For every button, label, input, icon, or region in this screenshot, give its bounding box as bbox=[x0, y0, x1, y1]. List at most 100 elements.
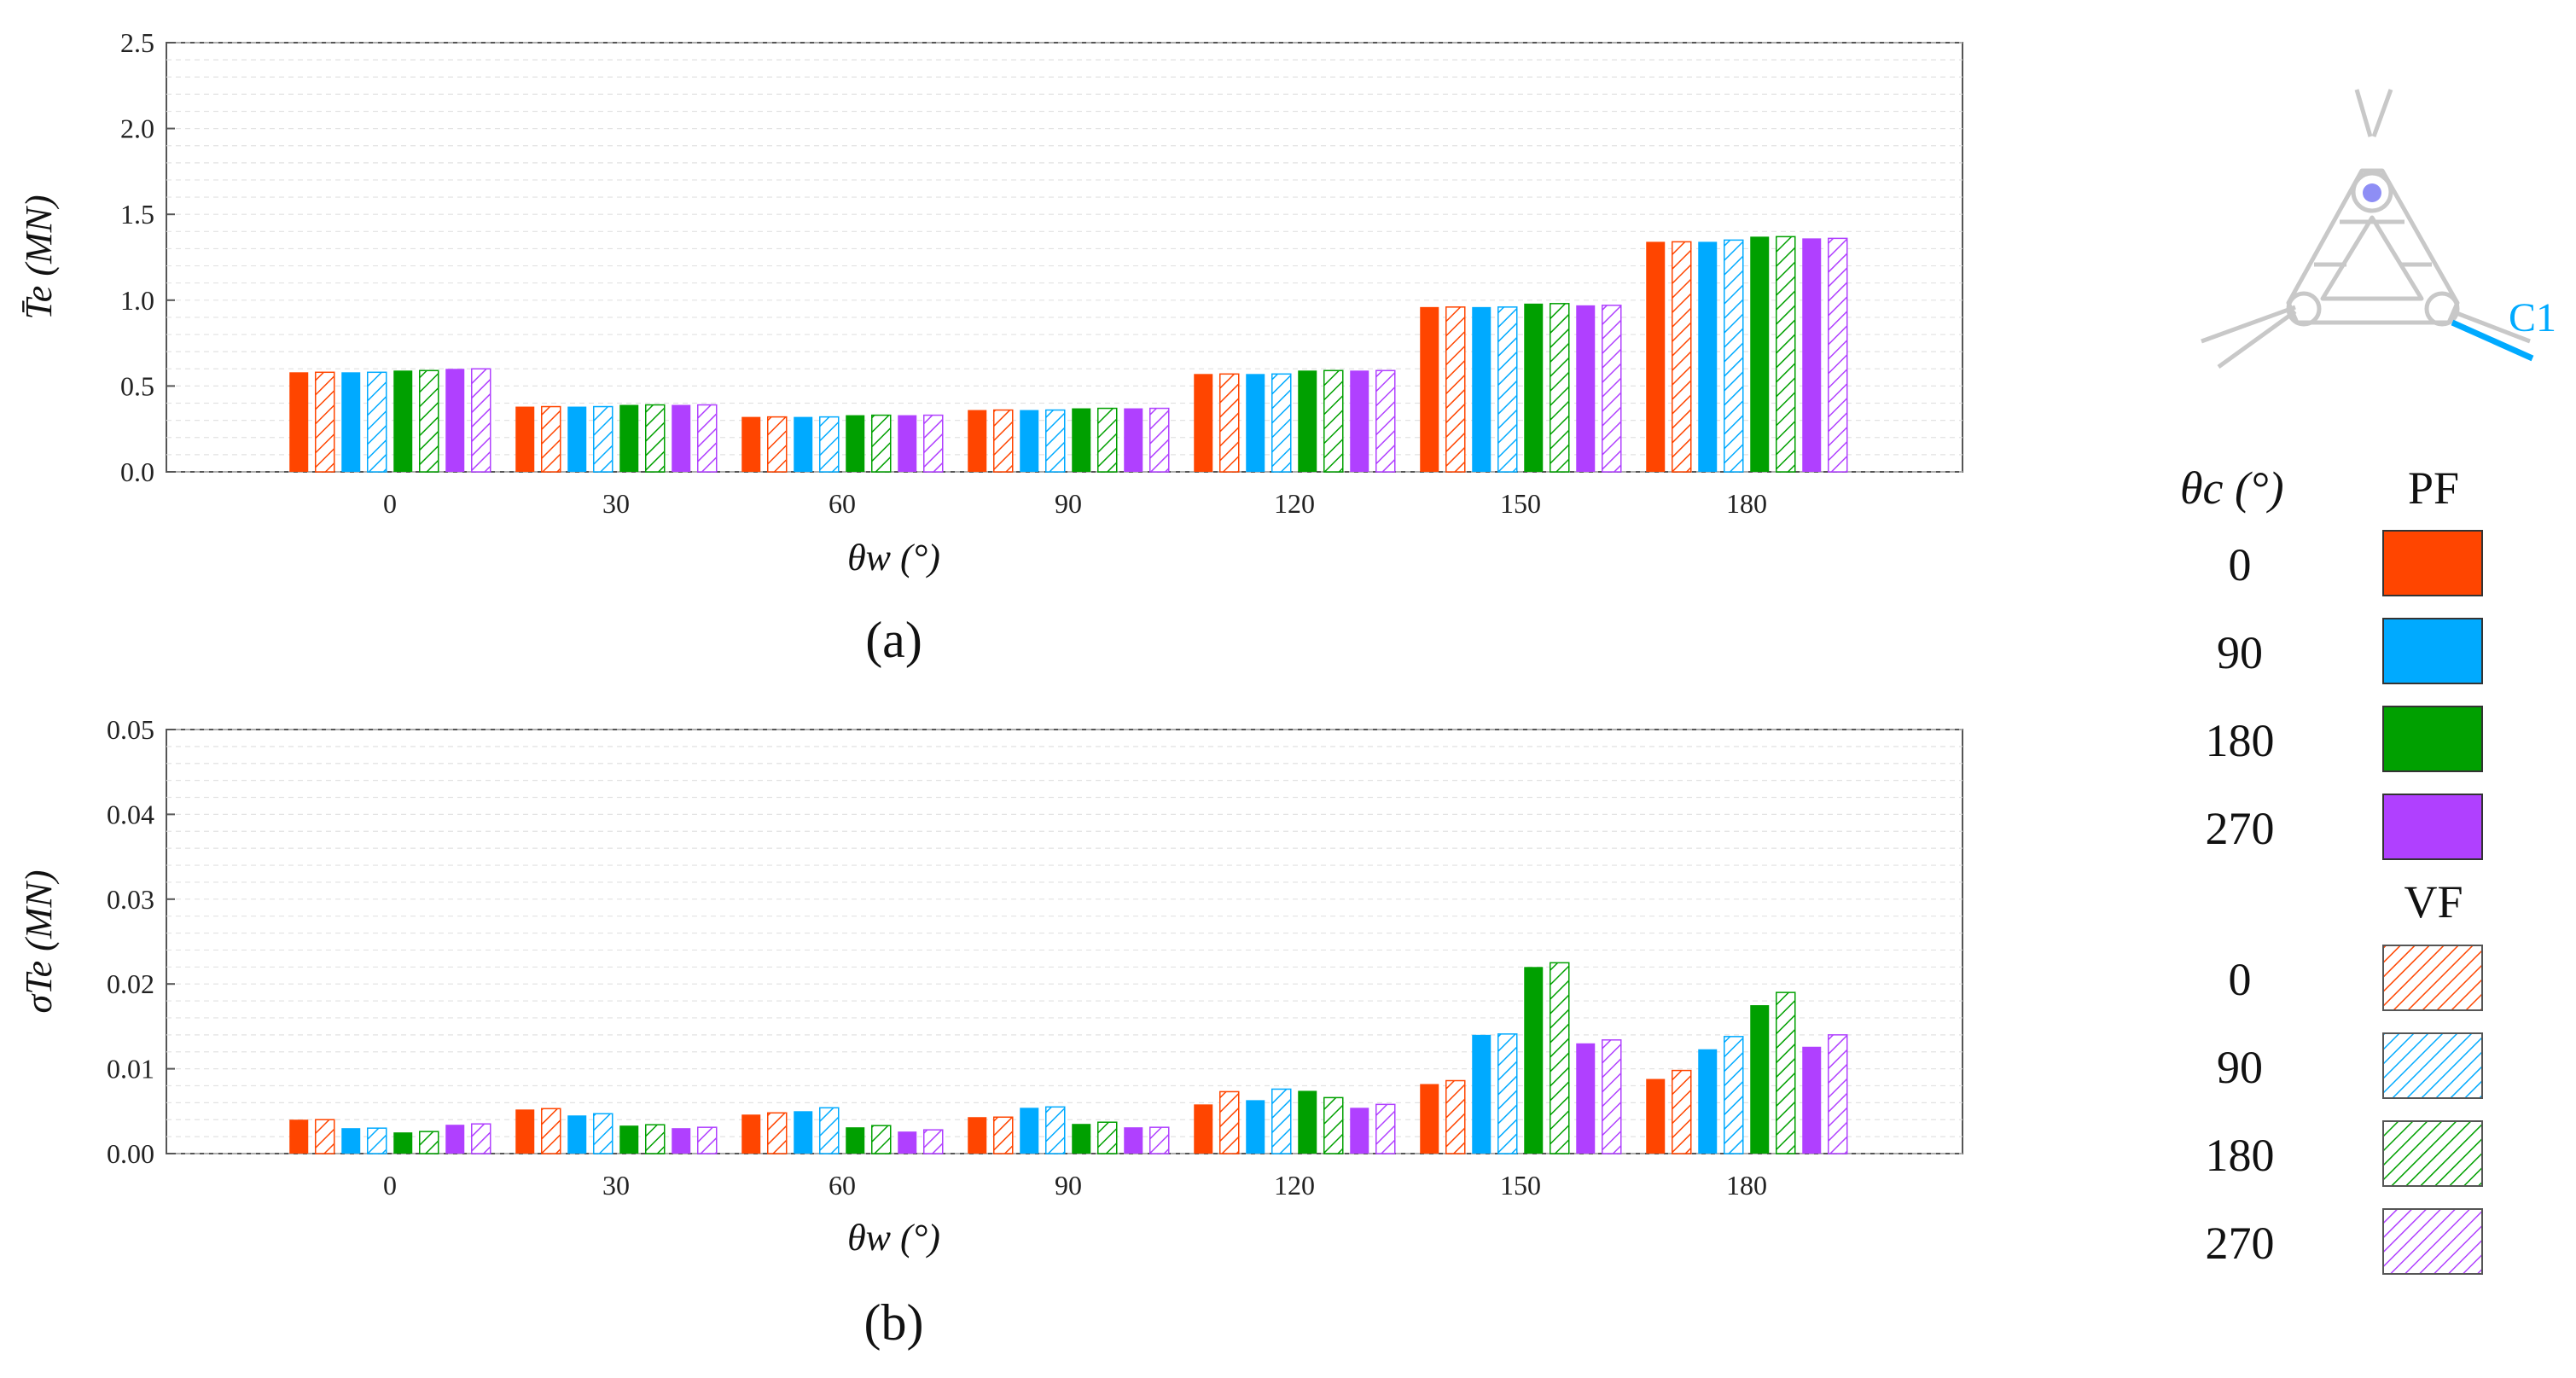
y-tick-label: 2.5 bbox=[120, 27, 154, 58]
bar-pf-90-0 bbox=[341, 372, 361, 472]
x-axis-label: θw (°) bbox=[847, 537, 940, 579]
bar-vf-180-60 bbox=[871, 1125, 892, 1154]
bar-pf-90-90 bbox=[1020, 1108, 1039, 1154]
bar-vf-180-30 bbox=[645, 1124, 666, 1154]
x-tick-label: 60 bbox=[829, 1170, 856, 1201]
triangular-platform-schematic-icon bbox=[2201, 89, 2534, 369]
bar-pf-0-30 bbox=[515, 1109, 535, 1154]
x-tick-label: 120 bbox=[1274, 1170, 1315, 1201]
bar-pf-90-180 bbox=[1698, 1049, 1718, 1154]
legend-pf-label: 0 bbox=[2229, 539, 2252, 590]
bar-vf-90-120 bbox=[1271, 373, 1292, 473]
bar-vf-90-60 bbox=[819, 1107, 840, 1154]
y-tick-label: 0.01 bbox=[107, 1054, 154, 1084]
bar-pf-90-0 bbox=[341, 1128, 361, 1154]
x-tick-label: 0 bbox=[383, 1170, 397, 1201]
bar-pf-270-0 bbox=[445, 1125, 465, 1154]
bar-vf-90-180 bbox=[1724, 1036, 1744, 1154]
bar-pf-90-180 bbox=[1698, 241, 1718, 472]
legend-pf-label: 90 bbox=[2217, 627, 2263, 678]
bar-pf-180-0 bbox=[393, 1132, 413, 1154]
x-tick-label: 180 bbox=[1726, 488, 1767, 519]
bar-pf-270-180 bbox=[1802, 1046, 1822, 1154]
y-axis-label: T̄e (MN) bbox=[18, 195, 60, 319]
bar-vf-0-0 bbox=[315, 371, 335, 473]
bar-pf-180-150 bbox=[1524, 303, 1544, 472]
bar-pf-0-120 bbox=[1194, 374, 1213, 472]
bar-pf-270-60 bbox=[898, 415, 917, 472]
bar-pf-270-30 bbox=[672, 1128, 691, 1154]
bar-vf-270-60 bbox=[923, 1129, 944, 1154]
legend-vf-swatch bbox=[2382, 1032, 2483, 1099]
panel-label: (b) bbox=[864, 1294, 924, 1351]
bar-vf-0-0 bbox=[315, 1119, 335, 1154]
legend-vf-swatch bbox=[2382, 945, 2483, 1011]
chart-panel-a: 0.0 0.5 1.0 1.5 2.0 2.5 0 30 60 90 120 150 180 T̄e (M… bbox=[18, 27, 1963, 668]
bar-vf-270-30 bbox=[697, 404, 718, 473]
bar-pf-0-180 bbox=[1646, 1079, 1666, 1154]
bar-pf-180-180 bbox=[1750, 236, 1770, 472]
y-tick-label: 0.0 bbox=[120, 456, 154, 487]
bar-pf-0-90 bbox=[968, 410, 987, 472]
plot-frame bbox=[166, 729, 1963, 1154]
bar-vf-0-180 bbox=[1672, 241, 1692, 473]
bar-vf-90-0 bbox=[367, 371, 387, 473]
x-axis-label: θw (°) bbox=[847, 1217, 940, 1259]
y-tick-label: 0.02 bbox=[107, 968, 154, 999]
legend-vf-title: VF bbox=[2404, 876, 2463, 927]
bar-pf-270-30 bbox=[672, 404, 691, 472]
bar-pf-0-60 bbox=[741, 1114, 761, 1154]
y-axis-label: σTe (MN) bbox=[18, 870, 60, 1014]
bar-vf-180-30 bbox=[645, 404, 666, 473]
bar-pf-90-150 bbox=[1472, 306, 1492, 472]
legend-vf-label: 180 bbox=[2206, 1130, 2275, 1181]
y-tick-label: 0.03 bbox=[107, 884, 154, 915]
chart-panel-b: 0.00 0.01 0.02 0.03 0.04 0.05 0 30 60 90 120 150 180… bbox=[18, 714, 1963, 1351]
bar-pf-90-30 bbox=[567, 406, 587, 472]
x-tick-label: 150 bbox=[1500, 1170, 1541, 1201]
bar-vf-0-60 bbox=[767, 416, 788, 473]
bar-vf-0-30 bbox=[541, 1108, 561, 1154]
schematic-c1-label: C1 bbox=[2509, 295, 2556, 340]
column-marker-icon bbox=[2363, 183, 2381, 202]
bar-pf-180-120 bbox=[1298, 1090, 1317, 1154]
bar-pf-270-120 bbox=[1350, 370, 1369, 472]
bar-pf-90-150 bbox=[1472, 1034, 1492, 1154]
bar-vf-180-150 bbox=[1550, 303, 1570, 473]
x-tick-label: 90 bbox=[1055, 1170, 1082, 1201]
legend-pf-swatch bbox=[2382, 794, 2483, 860]
bar-vf-180-120 bbox=[1323, 369, 1344, 473]
bar-vf-180-60 bbox=[871, 414, 892, 473]
y-tick-label: 0.00 bbox=[107, 1138, 154, 1169]
bar-vf-180-90 bbox=[1097, 407, 1118, 473]
x-tick-label: 150 bbox=[1500, 488, 1541, 519]
bar-vf-180-0 bbox=[419, 369, 439, 473]
legend-pf-label: 270 bbox=[2206, 803, 2275, 854]
bar-vf-270-90 bbox=[1149, 407, 1170, 473]
y-tick-label: 2.0 bbox=[120, 113, 154, 144]
legend-vf-label: 0 bbox=[2229, 954, 2252, 1005]
bar-vf-270-90 bbox=[1149, 1126, 1170, 1154]
bar-pf-180-90 bbox=[1072, 408, 1091, 472]
legend-pf-swatch bbox=[2382, 706, 2483, 772]
bar-vf-0-90 bbox=[993, 1116, 1014, 1154]
bar-pf-180-120 bbox=[1298, 370, 1317, 472]
y-tick-label: 0.04 bbox=[107, 799, 154, 829]
bar-pf-180-60 bbox=[846, 415, 865, 472]
bar-vf-0-120 bbox=[1219, 373, 1240, 473]
y-tick-label: 1.5 bbox=[120, 199, 154, 230]
bar-pf-0-30 bbox=[515, 406, 535, 472]
bar-pf-270-150 bbox=[1576, 305, 1596, 472]
legend: θc (°) PF 0 90 180 270 VF 0 90 180 270 bbox=[2180, 462, 2483, 1275]
bar-pf-90-30 bbox=[567, 1115, 587, 1154]
bar-vf-90-0 bbox=[367, 1127, 387, 1154]
bar-pf-90-60 bbox=[794, 416, 813, 472]
bar-vf-180-120 bbox=[1323, 1096, 1344, 1154]
bar-vf-180-90 bbox=[1097, 1121, 1118, 1154]
bar-pf-180-30 bbox=[619, 1125, 639, 1154]
legend-vf-label: 270 bbox=[2206, 1218, 2275, 1269]
bar-vf-0-150 bbox=[1445, 1079, 1466, 1154]
legend-pf-swatch bbox=[2382, 530, 2483, 596]
bar-pf-270-0 bbox=[445, 369, 465, 472]
legend-vf-swatch bbox=[2382, 1208, 2483, 1275]
